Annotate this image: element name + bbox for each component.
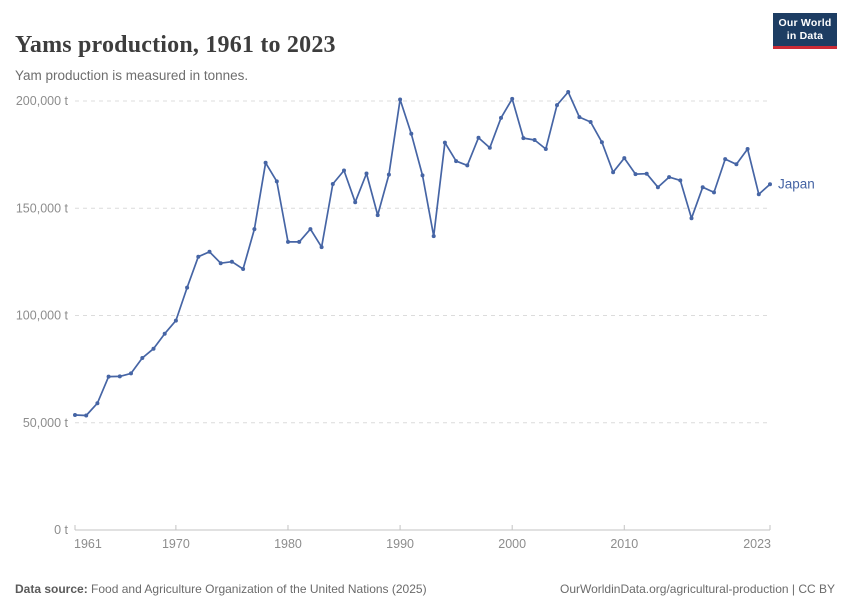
x-axis-tick-label: 2023 [743,537,771,551]
data-point[interactable] [386,172,391,177]
data-point[interactable] [274,179,279,184]
y-axis-tick-label: 50,000 t [23,416,69,430]
page-title: Yams production, 1961 to 2023 [15,32,336,59]
data-point[interactable] [342,168,346,173]
data-point[interactable] [476,135,481,140]
series-label-japan[interactable]: Japan [778,177,815,192]
data-point[interactable] [297,239,302,244]
data-point[interactable] [409,131,414,136]
data-point[interactable] [521,136,526,141]
x-axis-tick-label: 1970 [162,537,190,551]
y-axis-tick-label: 200,000 t [16,94,69,108]
x-axis-tick-label: 1990 [386,537,414,551]
series-line-japan[interactable] [74,91,771,417]
data-point[interactable] [723,157,728,162]
data-point[interactable] [263,160,268,165]
data-point[interactable] [611,170,616,175]
data-point[interactable] [734,162,739,167]
data-point[interactable] [700,185,705,190]
data-source-note: Data source: Food and Agriculture Organi… [15,582,427,596]
data-point[interactable] [487,145,492,150]
data-point[interactable] [499,115,503,120]
data-point[interactable] [712,190,716,195]
data-point[interactable] [431,234,436,239]
data-point[interactable] [218,261,223,266]
owid-logo-line1: Our World [778,17,832,29]
data-point[interactable] [375,213,380,218]
data-point[interactable] [566,90,571,94]
data-point[interactable] [330,182,335,186]
data-point[interactable] [241,267,246,271]
data-point[interactable] [577,115,582,120]
data-point[interactable] [667,175,672,180]
data-point[interactable] [768,182,772,187]
data-point[interactable] [73,413,77,417]
data-point[interactable] [745,147,750,151]
data-point[interactable] [229,259,234,264]
data-point[interactable] [117,374,122,379]
data-point[interactable] [173,318,178,323]
data-point[interactable] [286,239,290,244]
data-point[interactable] [543,147,548,151]
data-point[interactable] [465,163,470,168]
owid-logo-line2: in Data [786,29,824,42]
data-point[interactable] [162,331,167,336]
data-point[interactable] [442,140,447,145]
x-axis-tick-label: 1980 [274,537,302,551]
data-point[interactable] [510,96,515,101]
data-point[interactable] [106,374,111,379]
data-point[interactable] [644,171,649,176]
data-point[interactable] [532,138,537,142]
data-point[interactable] [84,413,89,418]
data-point[interactable] [140,356,145,360]
y-axis-tick-label: 150,000 t [16,201,69,215]
data-point[interactable] [252,227,257,232]
data-point[interactable] [622,156,627,161]
data-point[interactable] [319,245,324,250]
data-point[interactable] [185,285,190,290]
owid-logo[interactable]: Our World in Data [773,13,837,49]
data-point[interactable] [689,216,694,221]
data-point[interactable] [633,172,638,177]
x-axis-tick-label: 2000 [498,537,526,551]
y-axis-tick-label: 0 t [54,523,68,537]
data-point[interactable] [308,227,313,232]
data-point[interactable] [353,200,358,205]
data-point[interactable] [555,103,559,108]
data-point[interactable] [678,178,683,183]
data-point[interactable] [655,185,660,190]
data-point[interactable] [364,171,369,176]
data-point[interactable] [756,192,761,197]
credit-link[interactable]: OurWorldinData.org/agricultural-producti… [559,582,835,596]
data-source-text: Food and Agriculture Organization of the… [91,582,427,596]
chart-subtitle: Yam production is measured in tonnes. [15,67,249,83]
data-point[interactable] [95,401,100,406]
x-axis-tick-label: 1961 [74,537,102,551]
data-point[interactable] [129,371,133,376]
data-point[interactable] [599,140,604,145]
y-axis-tick-label: 100,000 t [16,309,69,323]
data-point[interactable] [196,254,201,259]
data-point[interactable] [398,97,403,102]
data-source-label: Data source: [15,582,88,596]
data-point[interactable] [151,346,156,351]
data-point[interactable] [207,249,212,254]
data-point[interactable] [454,159,459,164]
x-axis-tick-label: 2010 [610,537,638,551]
data-point[interactable] [588,120,593,124]
data-point[interactable] [420,173,425,178]
